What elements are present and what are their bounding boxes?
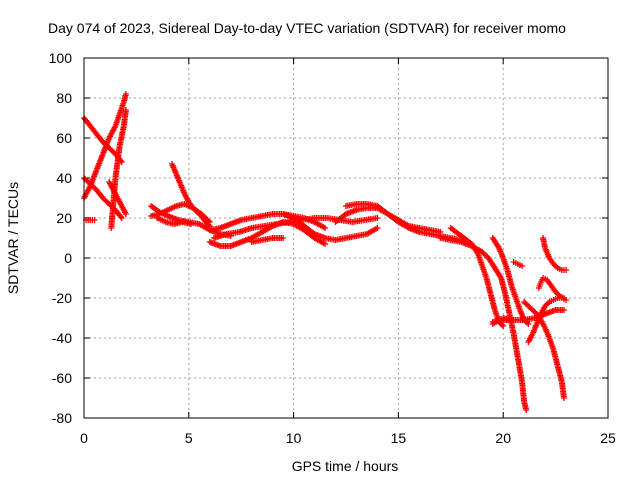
data-point: [525, 321, 532, 327]
series-track-23: [510, 259, 526, 269]
data-point: [280, 235, 287, 241]
series-track-15: [280, 211, 381, 243]
y-tick-label: 20: [56, 210, 72, 226]
data-point: [118, 215, 125, 221]
y-tick-label: -40: [52, 330, 72, 346]
y-tick-label: 40: [56, 170, 72, 186]
y-tick-label: 60: [56, 130, 72, 146]
data-point: [122, 91, 129, 97]
x-tick-label: 5: [185, 430, 193, 446]
y-tick-label: 100: [49, 50, 73, 66]
data-point: [122, 107, 129, 113]
data-point: [122, 211, 129, 217]
data-point: [322, 241, 329, 247]
grid-layer: [84, 58, 608, 418]
data-point: [187, 221, 194, 227]
y-tick-label: -60: [52, 370, 72, 386]
tick-label-layer: 0 5 10 15 20 25 100 80 60 40 20 0 -20 -40 -60 -80: [49, 50, 616, 446]
data-point: [560, 307, 567, 313]
x-tick-label: 15: [391, 430, 407, 446]
data-point: [519, 263, 526, 269]
series-track-14: [248, 235, 287, 245]
data-point: [563, 267, 570, 273]
series-track-22: [489, 315, 513, 327]
x-tick-label: 20: [495, 430, 511, 446]
series-track-3: [81, 91, 129, 201]
x-axis-label: GPS time / hours: [292, 458, 399, 474]
data-point: [560, 395, 567, 401]
y-tick-label: 0: [64, 250, 72, 266]
x-tick-label: 0: [80, 430, 88, 446]
data-point: [374, 225, 381, 231]
data-point: [117, 213, 124, 220]
chart-title: Day 074 of 2023, Sidereal Day-to-day VTE…: [48, 20, 566, 36]
y-tick-label: -20: [52, 290, 72, 306]
series-track-10: [154, 215, 194, 227]
series-track-9: [169, 161, 213, 229]
data-point: [91, 217, 98, 223]
series-track-26: [535, 275, 567, 301]
data-point: [523, 407, 530, 413]
series-track-20: [489, 235, 532, 327]
plot-frame: [83, 57, 609, 419]
y-tick-label: -80: [52, 410, 72, 426]
y-axis-label: SDTVAR / TECUs: [5, 182, 21, 294]
data-point: [506, 317, 513, 323]
data-points-layer: [81, 91, 570, 413]
data-point: [322, 225, 329, 231]
series-track-6: [106, 179, 129, 217]
series-track-17: [343, 201, 444, 235]
x-tick-label: 10: [286, 430, 302, 446]
data-point: [374, 215, 381, 221]
series-track-27: [540, 235, 570, 273]
data-point: [437, 229, 444, 235]
x-tick-label: 25: [600, 430, 616, 446]
y-tick-label: 80: [56, 90, 72, 106]
data-point: [500, 323, 507, 329]
data-point: [560, 295, 567, 301]
